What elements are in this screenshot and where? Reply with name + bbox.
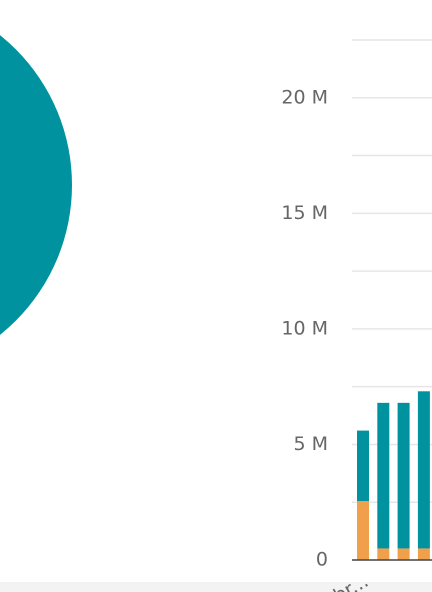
- bar-segment: [357, 430, 369, 502]
- y-tick-label: 15 M: [281, 202, 328, 224]
- y-tick-label: 5 M: [293, 433, 328, 455]
- footer-strip: [0, 582, 432, 592]
- bar-segment: [377, 402, 390, 549]
- bar-segment: [377, 548, 390, 560]
- bar-segment: [357, 501, 369, 560]
- x-tick-label: br...: [330, 570, 372, 592]
- pie-shape: [0, 35, 72, 335]
- bar-segment: [417, 548, 430, 560]
- bar-segment: [397, 548, 410, 560]
- bar-segment: [397, 402, 410, 549]
- y-tick-label: 0: [316, 549, 328, 571]
- y-tick-label: 10 M: [281, 317, 328, 339]
- bar-segment: [417, 391, 430, 549]
- y-tick-label: 20 M: [281, 86, 328, 108]
